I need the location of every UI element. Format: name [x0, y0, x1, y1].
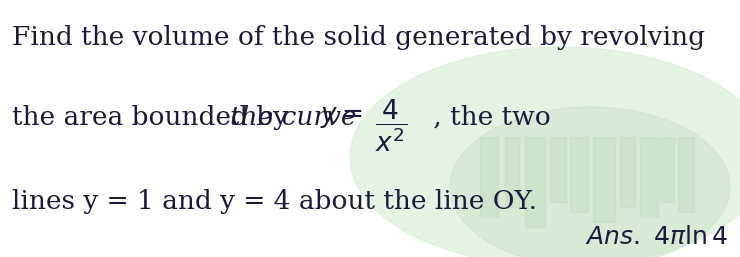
- Text: the area bounded by: the area bounded by: [12, 105, 297, 130]
- Bar: [570, 137, 588, 212]
- Text: $\dfrac{4}{x^2}$: $\dfrac{4}{x^2}$: [375, 97, 407, 154]
- Bar: [678, 137, 694, 212]
- Bar: [640, 137, 658, 217]
- Text: $\mathit{Ans.}\ 4\pi \ln 4$: $\mathit{Ans.}\ 4\pi \ln 4$: [585, 226, 728, 249]
- Bar: [480, 137, 498, 217]
- Text: , the two: , the two: [425, 105, 551, 130]
- Text: lines y = 1 and y = 4 about the line OY.: lines y = 1 and y = 4 about the line OY.: [12, 189, 537, 214]
- Bar: [620, 137, 635, 207]
- Bar: [505, 137, 519, 207]
- Bar: [525, 137, 545, 227]
- Ellipse shape: [350, 47, 740, 257]
- Bar: [660, 137, 674, 202]
- Text: $y =$: $y =$: [320, 105, 363, 130]
- Text: Find the volume of the solid generated by revolving: Find the volume of the solid generated b…: [12, 25, 705, 50]
- Text: the curve: the curve: [230, 105, 357, 130]
- Bar: [550, 137, 566, 202]
- Bar: [593, 137, 615, 222]
- Ellipse shape: [450, 107, 730, 257]
